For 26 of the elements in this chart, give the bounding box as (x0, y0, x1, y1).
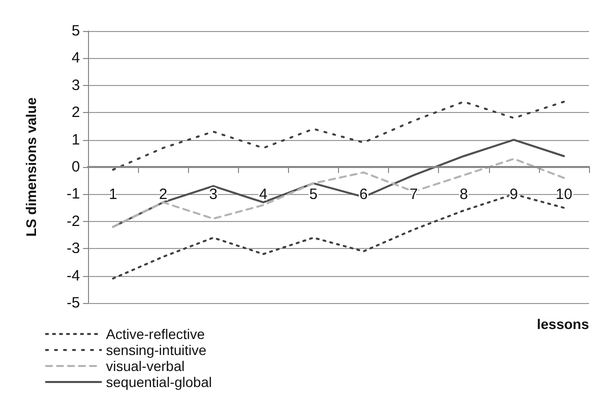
x-tick-label: 5 (309, 186, 318, 203)
y-tick-label: 2 (72, 104, 80, 122)
y-tick-label: 4 (72, 50, 80, 67)
x-tick-label: 4 (259, 186, 268, 203)
y-tick-label: -1 (66, 186, 80, 203)
y-tick-label: 1 (72, 131, 80, 148)
line-series (112, 100, 565, 171)
legend-label: sensing-intuitive (106, 342, 207, 358)
y-tick-label: 5 (72, 22, 80, 40)
x-tick-label: 2 (158, 186, 168, 203)
x-tick-label: 10 (556, 186, 572, 203)
y-tick-label: 0 (72, 158, 80, 176)
y-tick-label: 3 (72, 76, 80, 94)
legend-label: Active-reflective (106, 326, 206, 342)
x-axis-title: lessons (536, 316, 590, 332)
x-tick-label: 3 (209, 186, 218, 203)
y-axis-title: LS dimensions value (23, 97, 39, 237)
x-tick-label: 8 (460, 186, 468, 203)
y-tick-label: -4 (66, 267, 80, 284)
y-tick-label: -3 (66, 240, 80, 258)
x-tick-label: 1 (108, 186, 118, 203)
y-tick-label: -5 (66, 294, 80, 312)
x-tick-label: 7 (409, 186, 418, 203)
y-tick-label: -2 (66, 212, 80, 230)
legend-label: visual-verbal (106, 358, 185, 374)
legend-label: sequential-global (106, 374, 212, 390)
